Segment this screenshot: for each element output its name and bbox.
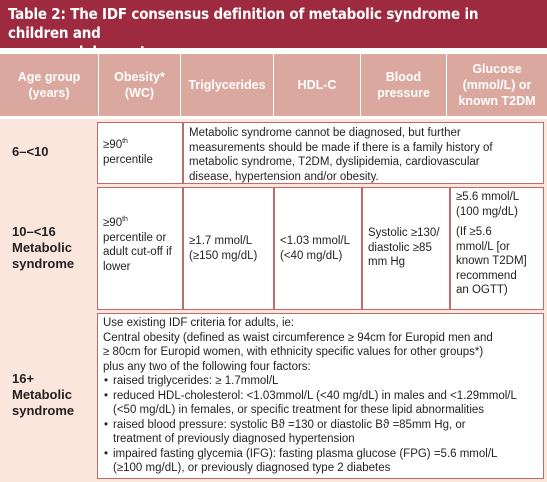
table-title-line1: Table 2: The IDF consensus definition of…	[8, 5, 479, 42]
cell-obesity-6-10: ≥90th percentile	[97, 122, 183, 184]
table-header-row: Age group (years) Obesity* (WC) Triglyceri…	[0, 54, 547, 116]
cell-criteria-16-plus: Use existing IDF criteria for adults, ie…	[97, 313, 544, 479]
bullet-triglycerides: raised triglycerides: ≥ 1.7mmol/L	[103, 374, 538, 389]
header-glucose: Glucose (mmol/L) or known T2DM	[458, 62, 536, 108]
criteria-bullet-list: raised triglycerides: ≥ 1.7mmol/L reduce…	[103, 374, 538, 476]
header-obesity: Obesity* (WC)	[99, 54, 181, 116]
cell-note-6-10: Metabolic syndrome cannot be diagnosed, …	[183, 122, 544, 184]
cell-bp-10-16: Systolic ≥130/ diastolic ≥85 mm Hg	[362, 187, 450, 310]
cell-obesity-10-16: ≥90th percentile or adult cut-off if low…	[97, 187, 183, 310]
cell-glucose-10-16: ≥5.6 mmol/L (100 mg/dL) (If ≥5.6 mmol/L …	[450, 187, 544, 310]
cell-triglycerides-10-16: ≥1.7 mmol/L (≥150 mg/dL)	[183, 187, 274, 310]
header-blood-pressure: Blood pressure	[361, 54, 447, 116]
header-hdl-c: HDL-C	[274, 54, 361, 116]
age-16-plus: 16+ Metabolic syndrome	[12, 371, 75, 418]
bullet-hdl: reduced HDL-cholesterol: <1.03mmol/L (<4…	[103, 389, 538, 418]
bullet-glycemia: impaired fasting glycemia (IFG): fasting…	[103, 447, 538, 476]
age-6-10: 6–<10	[12, 144, 49, 159]
bullet-blood-pressure: raised blood pressure: systolic Bϑ =130 …	[103, 418, 538, 447]
header-age-group: Age group (years)	[0, 54, 99, 116]
header-triglycerides: Triglycerides	[181, 54, 274, 116]
age-10-16: 10–<16 Metabolic syndrome	[12, 224, 75, 271]
cell-hdl-10-16: <1.03 mmol/L (<40 mg/dL)	[274, 187, 362, 310]
table-title: Table 2: The IDF consensus definition of…	[0, 0, 547, 61]
